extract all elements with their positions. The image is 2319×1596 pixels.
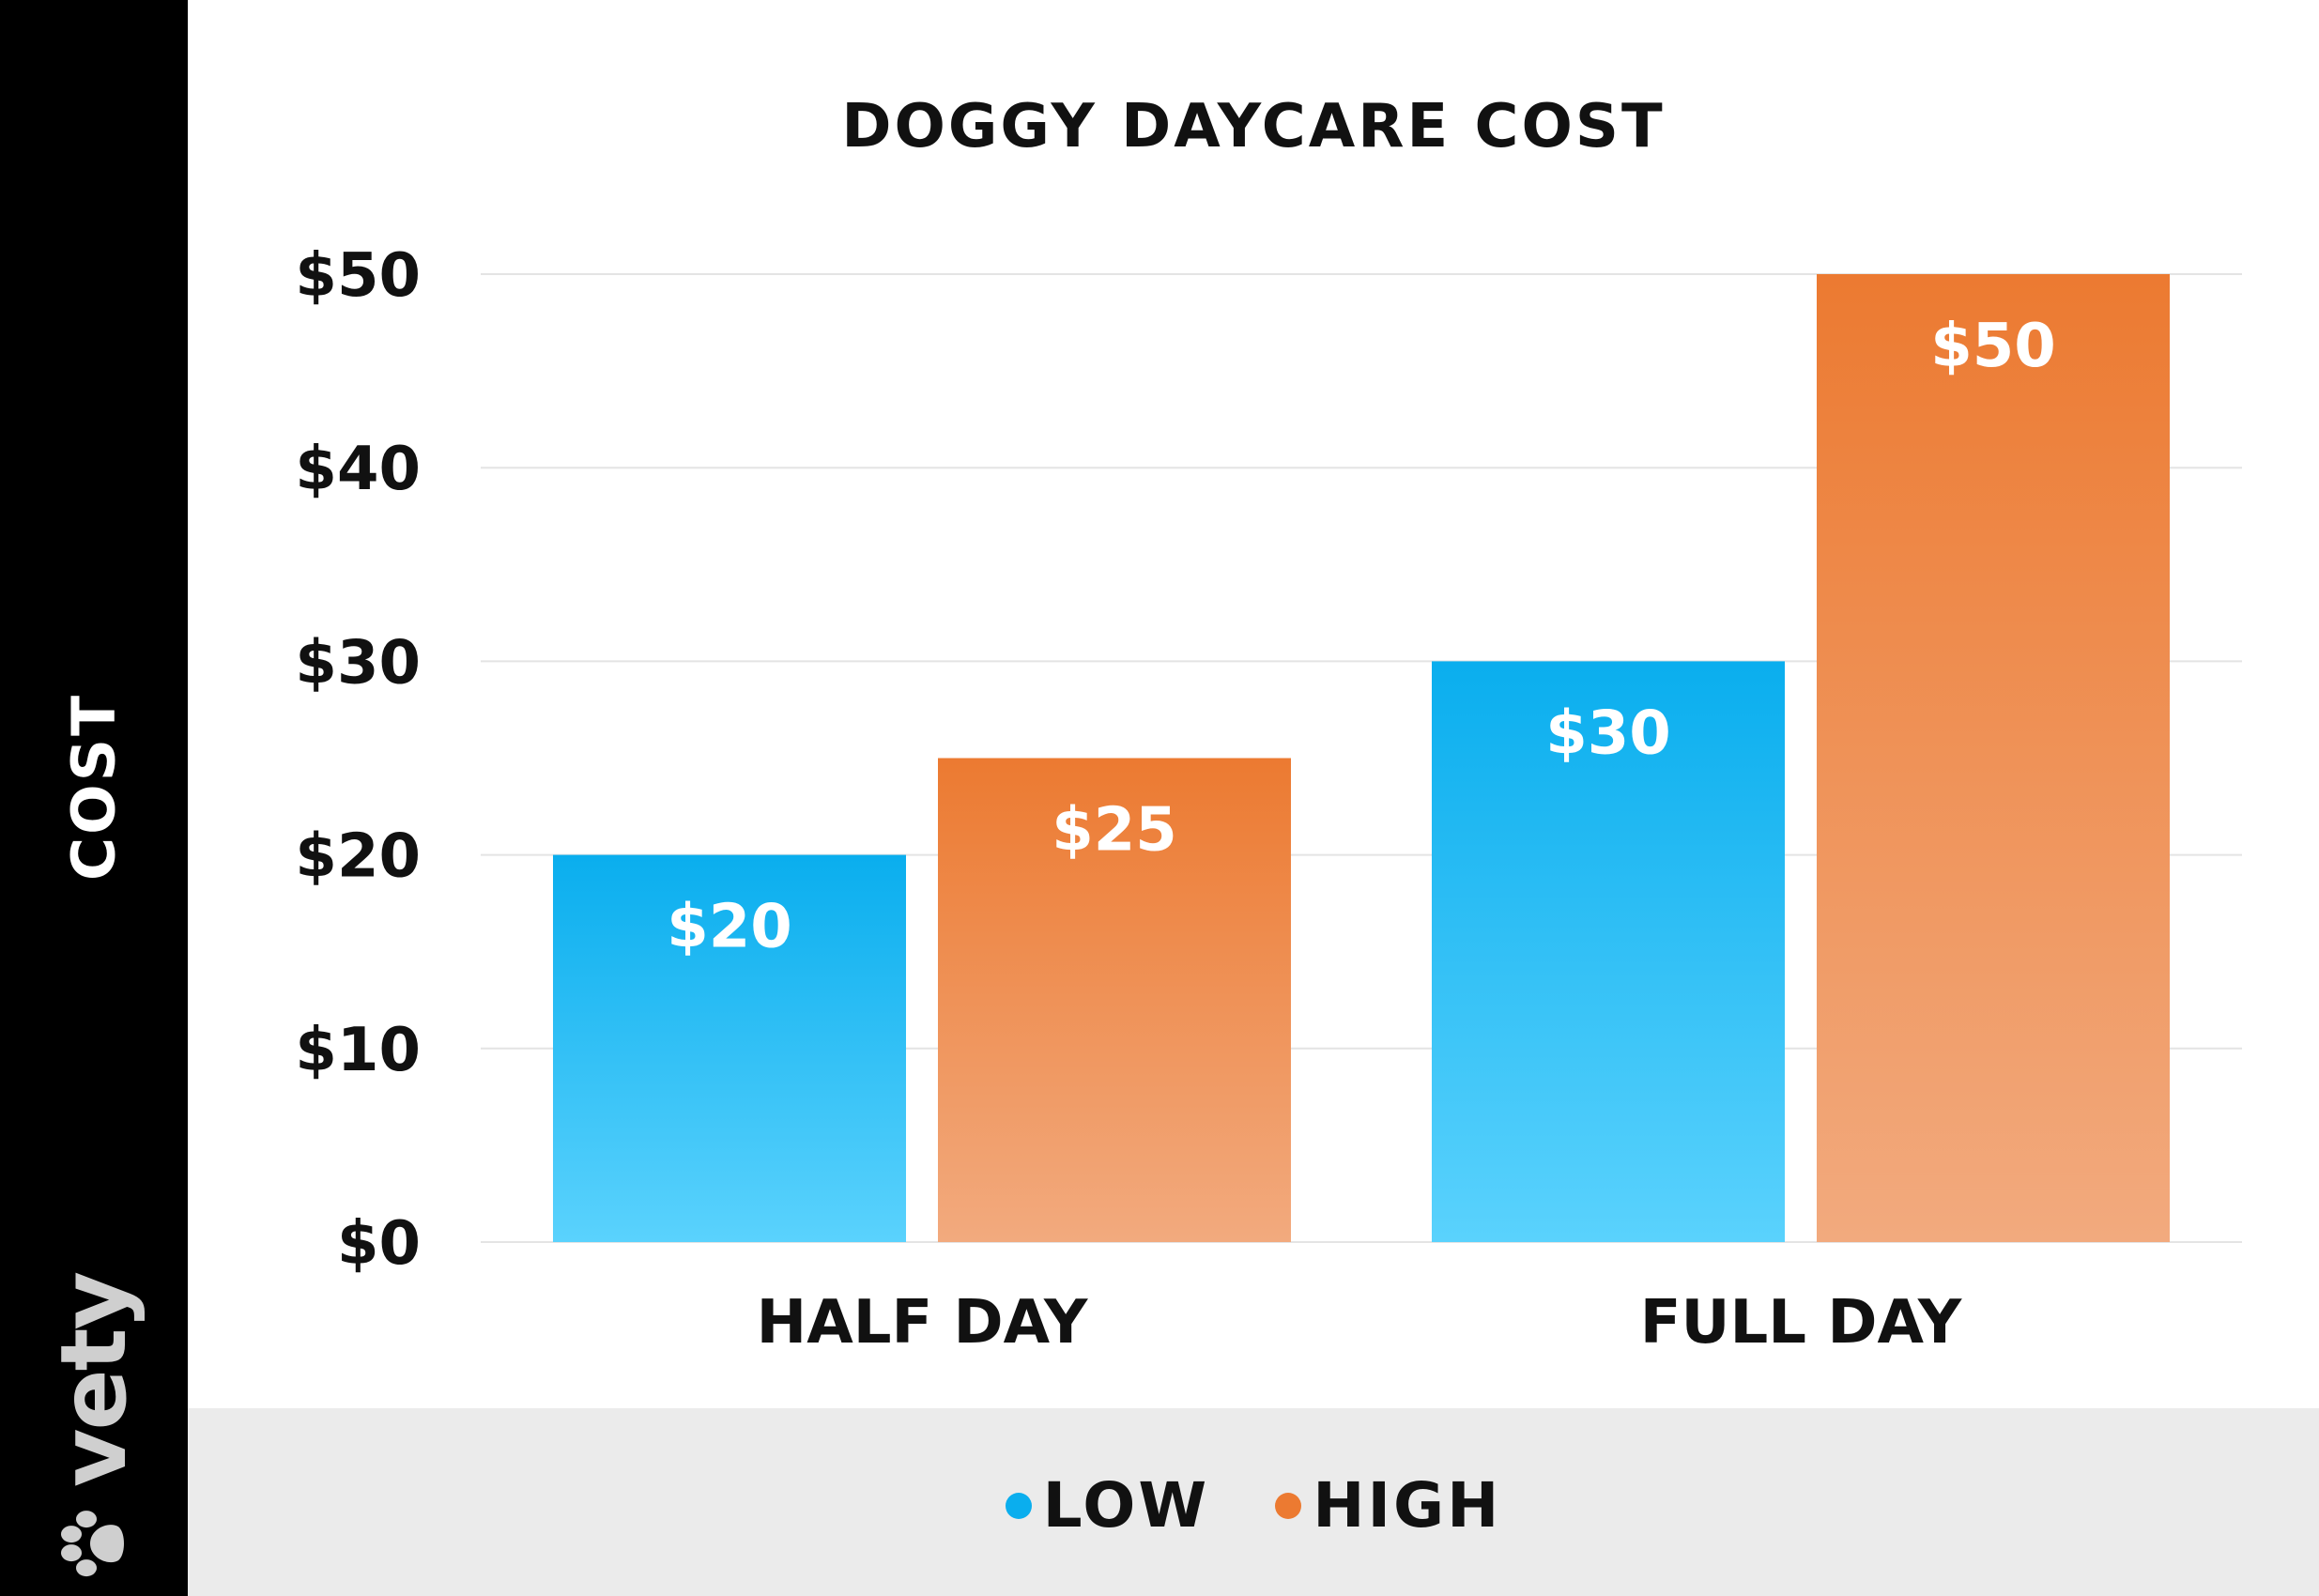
y-tick-label: $20 xyxy=(295,822,421,892)
y-tick-label: $40 xyxy=(295,435,421,504)
bar-value-label: $50 xyxy=(1930,312,2056,381)
legend-swatch-high xyxy=(1275,1492,1302,1519)
bar-low xyxy=(553,854,906,1242)
bars xyxy=(553,274,2170,1242)
brand-logo: vety xyxy=(41,1273,146,1581)
bar-high xyxy=(1817,274,2170,1242)
bar-value-label: $25 xyxy=(1052,796,1177,866)
bar-value-label: $20 xyxy=(667,893,792,962)
bar-value-labels: $20 $25 $30 $50 xyxy=(667,312,2056,962)
y-tick-label: $0 xyxy=(337,1209,421,1279)
legend: LOW HIGH xyxy=(188,1469,2319,1542)
y-axis-ticks: $0 $10 $20 $30 $40 $50 xyxy=(295,241,421,1279)
x-tick-label: HALF DAY xyxy=(757,1288,1088,1358)
bar-low xyxy=(1432,661,1785,1242)
bar-high xyxy=(938,758,1291,1242)
y-tick-label: $30 xyxy=(295,628,421,698)
legend-swatch-low xyxy=(1005,1492,1032,1519)
x-tick-label: FULL DAY xyxy=(1640,1288,1962,1358)
sidebar-band xyxy=(0,0,188,1596)
paw-icon xyxy=(60,1506,128,1581)
legend-band xyxy=(188,1408,2319,1596)
bar-value-label: $30 xyxy=(1545,698,1671,768)
x-axis-ticks: HALF DAY FULL DAY xyxy=(757,1288,1962,1358)
legend-item-low: LOW xyxy=(1005,1469,1210,1542)
legend-item-high: HIGH xyxy=(1275,1469,1501,1542)
y-tick-label: $10 xyxy=(295,1016,421,1085)
legend-label-low: LOW xyxy=(1042,1469,1210,1542)
legend-label-high: HIGH xyxy=(1313,1469,1502,1542)
chart-title: DOGGY DAYCARE COST xyxy=(841,92,1666,161)
chart-plot: $0 $10 $20 $30 $40 $50 $20 $25 $30 $50 HALF DAY F… xyxy=(295,241,2242,1358)
y-tick-label: $50 xyxy=(295,241,421,311)
